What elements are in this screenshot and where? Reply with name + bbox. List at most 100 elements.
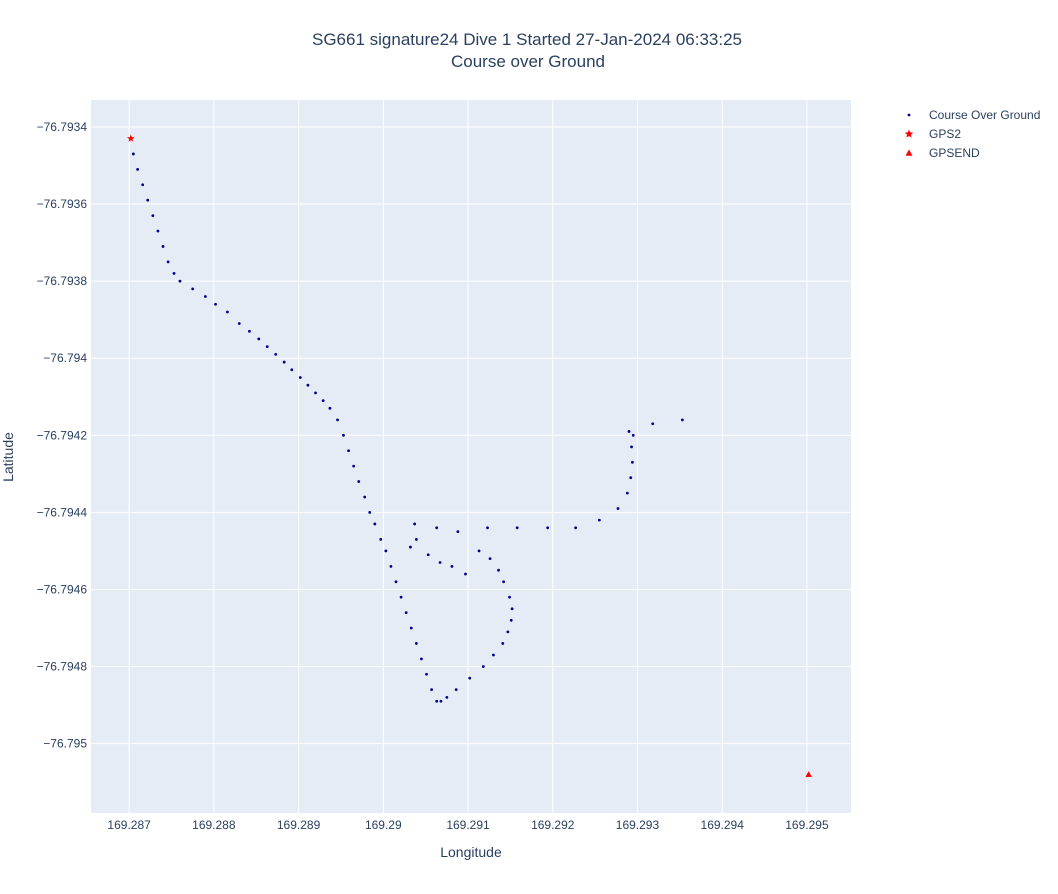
x-tick-label: 169.289	[277, 818, 321, 832]
x-tick-label: 169.29	[365, 818, 402, 832]
course-over-ground-point	[630, 445, 633, 449]
course-over-ground-point	[409, 626, 413, 630]
course-over-ground-legend-label: Course Over Ground	[929, 108, 1040, 122]
course-over-ground-point	[141, 183, 145, 187]
course-over-ground-point	[625, 491, 629, 495]
course-over-ground-point	[290, 368, 294, 372]
course-over-ground-point	[454, 688, 458, 692]
course-over-ground-point	[506, 630, 510, 634]
y-tick-label: −76.795	[43, 737, 87, 751]
y-tick-label: −76.7938	[37, 274, 88, 288]
course-over-ground-point	[342, 433, 345, 437]
course-over-ground-legend-marker	[907, 113, 911, 117]
course-over-ground-point	[450, 564, 454, 568]
course-over-ground-point	[306, 383, 310, 387]
y-axis-ticks: −76.7934 −76.7936 −76.7938 −76.794 −76.7942 −…	[37, 120, 88, 751]
gpsend-legend-label: GPSEND	[929, 146, 980, 160]
course-over-ground-point	[191, 287, 195, 291]
data-points	[127, 134, 812, 778]
course-over-ground-point	[298, 376, 302, 379]
course-over-ground-point	[502, 580, 506, 584]
course-over-ground-point	[497, 568, 500, 572]
course-over-ground-point	[384, 549, 388, 553]
course-over-ground-point	[464, 572, 467, 576]
course-over-ground-point	[203, 295, 207, 298]
y-tick-label: −76.7948	[37, 660, 88, 674]
course-over-ground-point	[488, 557, 492, 561]
course-over-ground-point	[282, 360, 286, 364]
course-over-ground-point	[151, 214, 155, 218]
course-over-ground-point	[481, 665, 485, 668]
course-over-ground-point	[146, 198, 150, 202]
course-over-ground-point	[631, 460, 634, 464]
course-over-ground-point	[425, 672, 428, 676]
course-over-ground-point	[597, 518, 601, 522]
course-over-ground-point	[509, 618, 513, 622]
course-over-ground-point	[373, 522, 377, 526]
course-over-ground-point	[409, 545, 412, 549]
course-over-ground-point	[131, 152, 135, 156]
course-over-ground-point	[347, 449, 350, 453]
course-over-ground-point	[136, 167, 139, 171]
course-over-ground-point	[426, 553, 430, 557]
course-over-ground-point	[629, 476, 633, 480]
course-over-ground-point	[314, 391, 317, 395]
course-over-ground-point	[439, 699, 443, 703]
course-over-ground-point	[445, 695, 449, 699]
course-over-ground-point	[248, 329, 251, 333]
x-tick-label: 169.291	[446, 818, 490, 832]
x-axis-ticks: 169.287 169.288 169.289 169.29 169.291 169.29…	[107, 818, 829, 832]
gps2-legend-marker	[904, 129, 914, 138]
gpsend-legend-marker	[905, 149, 913, 156]
x-tick-label: 169.295	[785, 818, 829, 832]
course-over-ground-point	[508, 595, 511, 599]
course-over-ground-point	[166, 260, 170, 264]
course-over-ground-point	[468, 676, 472, 680]
course-over-ground-point	[420, 657, 423, 661]
y-tick-label: −76.7944	[37, 505, 88, 519]
course-over-ground-point	[631, 433, 635, 437]
x-tick-label: 169.287	[107, 818, 151, 832]
gps2-legend-label: GPS2	[929, 127, 961, 141]
plot-area[interactable]	[91, 100, 851, 813]
gpsend-point	[805, 771, 812, 778]
course-over-ground-point	[399, 595, 403, 599]
grid-lines	[91, 100, 851, 813]
legend: Course Over Ground GPS2 GPSEND	[904, 108, 1040, 160]
course-over-ground-point	[237, 322, 241, 325]
y-tick-label: −76.7946	[37, 582, 88, 596]
course-over-ground-point	[515, 526, 519, 530]
course-over-ground-point	[368, 510, 372, 514]
course-over-ground-point	[161, 245, 165, 248]
course-over-ground-point	[510, 607, 514, 611]
chart-title: SG661 signature24 Dive 1 Started 27-Jan-…	[312, 30, 742, 49]
course-over-ground-point	[627, 430, 631, 433]
course-over-ground-point	[352, 464, 356, 468]
course-over-ground-point	[435, 699, 439, 703]
course-over-ground-point	[274, 352, 278, 356]
y-tick-label: −76.7936	[37, 197, 88, 211]
course-over-ground-point	[414, 537, 418, 541]
course-over-ground-point	[616, 507, 620, 510]
course-over-ground-point	[178, 279, 182, 283]
course-over-ground-point	[651, 422, 655, 426]
x-tick-label: 169.294	[701, 818, 745, 832]
course-over-ground-point	[257, 337, 261, 341]
course-over-ground-point	[456, 530, 460, 534]
x-axis-label: Longitude	[440, 844, 502, 860]
x-tick-label: 169.293	[616, 818, 660, 832]
course-over-ground-point	[379, 537, 383, 541]
course-over-ground-point	[404, 611, 408, 614]
course-over-ground-point	[321, 399, 325, 403]
y-axis-label: Latitude	[0, 432, 16, 482]
course-over-ground-point	[172, 272, 176, 275]
course-over-ground-point	[501, 642, 505, 645]
course-over-ground-point	[156, 229, 160, 233]
course-over-ground-point	[336, 418, 339, 422]
course-over-ground-point	[486, 526, 489, 530]
course-over-ground-point	[265, 345, 269, 349]
course-over-ground-point	[435, 526, 439, 530]
y-tick-label: −76.7942	[37, 428, 88, 442]
x-tick-label: 169.288	[192, 818, 236, 832]
